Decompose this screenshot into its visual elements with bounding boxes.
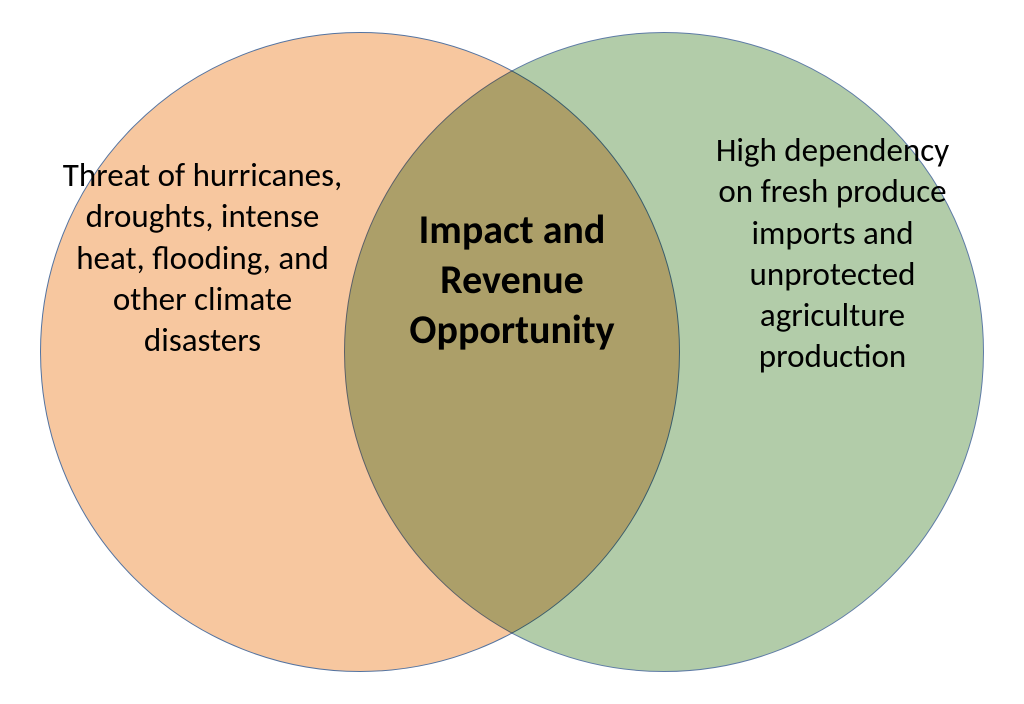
venn-label-left: Threat of hurricanes, droughts, intense … bbox=[60, 155, 345, 361]
venn-diagram: Threat of hurricanes, droughts, intense … bbox=[0, 0, 1024, 704]
venn-label-right: High dependency on fresh produce imports… bbox=[705, 130, 960, 378]
venn-label-center: Impact and Revenue Opportunity bbox=[362, 205, 662, 355]
